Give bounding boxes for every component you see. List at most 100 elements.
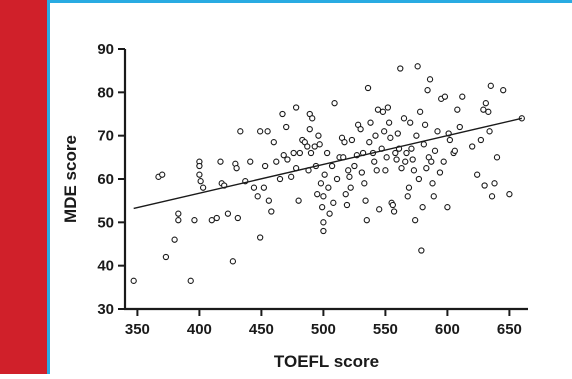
data-point	[415, 175, 423, 183]
data-point	[268, 208, 275, 215]
data-point	[306, 126, 313, 133]
x-axis-title: TOEFL score	[274, 352, 379, 371]
data-point	[412, 217, 419, 224]
data-point	[357, 126, 364, 133]
data-point	[440, 158, 447, 165]
data-point	[276, 175, 284, 183]
data-point	[407, 119, 414, 126]
x-tick-label: 400	[187, 321, 212, 338]
x-axis-ticks: 350 400 450 500 550 600 650	[125, 309, 522, 338]
data-point	[374, 106, 382, 113]
data-point	[429, 180, 436, 187]
data-point	[284, 156, 291, 163]
data-point	[358, 169, 365, 176]
data-point	[347, 184, 354, 191]
data-point	[486, 128, 493, 135]
data-point	[403, 149, 410, 157]
accent-bar	[0, 0, 47, 374]
data-point	[408, 145, 415, 152]
y-axis-ticks: 30 40 50 60 70 80 90	[97, 41, 125, 318]
data-point	[381, 128, 388, 135]
y-axis-title: MDE score	[61, 135, 80, 223]
data-point	[187, 277, 194, 284]
data-point	[376, 206, 383, 213]
data-point	[309, 115, 316, 122]
data-point	[260, 184, 268, 191]
data-point	[493, 154, 501, 161]
data-point	[280, 152, 287, 159]
data-point	[208, 217, 215, 224]
data-point	[307, 149, 315, 157]
data-point	[257, 128, 264, 135]
data-point	[491, 180, 498, 187]
data-point	[342, 191, 349, 198]
data-point	[261, 162, 269, 170]
data-point	[436, 169, 444, 176]
data-point	[434, 128, 441, 135]
data-point	[394, 130, 401, 137]
data-point	[264, 128, 271, 135]
data-point	[265, 197, 272, 204]
data-point	[288, 173, 295, 180]
data-point	[295, 197, 302, 204]
data-point	[383, 154, 390, 161]
data-point	[480, 106, 487, 113]
data-point	[234, 214, 241, 222]
data-point	[320, 193, 327, 200]
data-point	[482, 100, 489, 107]
data-point	[500, 87, 507, 94]
data-point	[397, 65, 404, 72]
data-point	[346, 173, 353, 180]
y-tick-label: 50	[97, 214, 114, 231]
data-point	[325, 184, 332, 191]
x-tick-label: 500	[311, 321, 336, 338]
data-point	[419, 204, 426, 211]
data-point	[426, 76, 434, 83]
data-point	[444, 204, 451, 211]
data-point	[446, 136, 454, 144]
data-point	[454, 106, 461, 113]
data-point	[451, 147, 458, 154]
data-point	[384, 104, 392, 111]
data-point	[345, 167, 352, 174]
data-point	[398, 165, 405, 172]
data-point	[217, 158, 224, 165]
data-point	[423, 165, 430, 172]
data-point	[224, 210, 232, 217]
data-point	[389, 201, 396, 209]
data-point	[317, 180, 325, 187]
data-point	[270, 139, 277, 146]
data-point	[373, 167, 380, 174]
data-point	[250, 184, 258, 191]
y-tick-label: 90	[97, 41, 114, 58]
data-point	[364, 84, 372, 92]
data-point	[237, 128, 244, 135]
data-point	[372, 132, 379, 139]
data-point	[361, 180, 368, 187]
data-point	[320, 227, 327, 235]
data-point	[321, 171, 328, 178]
data-point	[428, 158, 435, 165]
data-point	[416, 108, 424, 115]
data-point	[418, 247, 425, 254]
data-point	[197, 178, 204, 185]
data-point	[326, 210, 333, 217]
data-point	[320, 219, 327, 226]
data-point	[409, 156, 416, 163]
data-point	[171, 236, 178, 243]
data-point	[333, 175, 341, 183]
top-rule	[47, 0, 572, 3]
data-point	[469, 143, 476, 150]
data-point	[367, 119, 374, 126]
data-point	[431, 147, 439, 154]
y-tick-label: 80	[97, 84, 114, 101]
data-point	[311, 143, 318, 150]
data-point	[314, 191, 321, 198]
data-point	[273, 158, 280, 165]
data-point	[351, 162, 358, 170]
data-point	[304, 143, 311, 150]
data-point	[387, 134, 394, 141]
data-point	[485, 108, 492, 115]
data-point	[330, 199, 337, 206]
data-point	[363, 217, 370, 224]
